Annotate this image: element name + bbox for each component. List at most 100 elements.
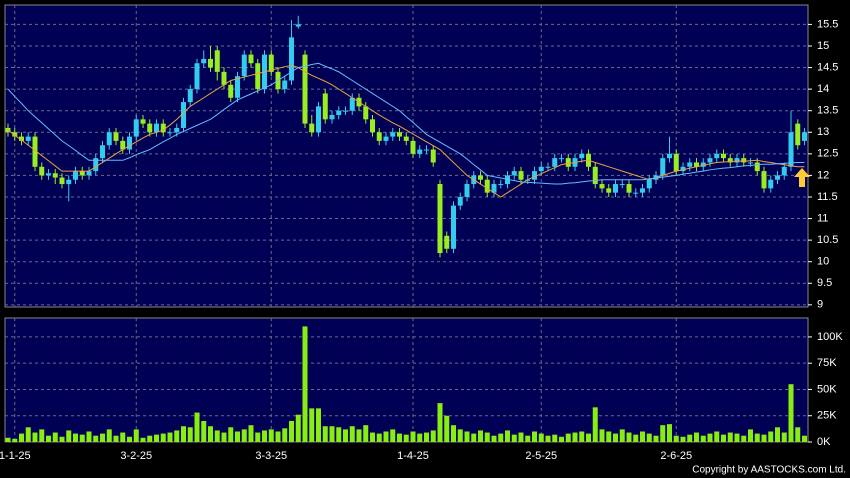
volume-bar <box>52 432 58 442</box>
volume-bar <box>275 431 281 442</box>
candle-body <box>235 76 240 98</box>
volume-bar <box>424 432 429 442</box>
volume-bar <box>86 431 92 442</box>
candle-body <box>133 119 139 137</box>
y-tick-label: 13.5 <box>817 105 838 117</box>
volume-bar <box>39 429 45 442</box>
volume-bar <box>572 432 578 442</box>
candle-body <box>451 205 456 249</box>
candle-body <box>336 110 342 116</box>
candle-body <box>181 102 186 128</box>
volume-bar <box>289 420 294 442</box>
candle-body <box>417 149 423 154</box>
candle-body <box>322 93 328 120</box>
candle-body <box>592 166 598 185</box>
candle-body <box>761 171 767 189</box>
candle-body <box>511 171 517 176</box>
candle-body <box>403 136 409 141</box>
volume-bar <box>511 434 517 442</box>
volume-bar <box>748 429 753 442</box>
candle-body <box>437 184 443 254</box>
candle-body <box>93 158 99 172</box>
volume-bar <box>700 435 706 442</box>
volume-bar <box>626 432 632 442</box>
candle-body <box>19 136 24 141</box>
y-tick-label: 9.5 <box>817 277 832 289</box>
volume-bar <box>471 433 477 442</box>
candle-body <box>444 235 450 249</box>
candle-body <box>248 54 254 64</box>
volume-bar <box>322 426 328 442</box>
candle-body <box>754 162 760 172</box>
candle-body <box>289 37 294 81</box>
volume-bar <box>235 431 240 442</box>
volume-bar <box>376 433 382 442</box>
candle-body <box>518 171 524 180</box>
y-tick-label: 13 <box>817 126 829 138</box>
volume-bar <box>194 412 200 442</box>
volume-bar <box>228 427 234 442</box>
candle-body <box>707 158 713 163</box>
candle-body <box>532 171 537 180</box>
volume-bar <box>754 433 760 442</box>
volume-bar <box>430 430 436 442</box>
volume-bar <box>727 432 733 442</box>
candle-body <box>214 50 220 72</box>
candle-body <box>160 123 166 133</box>
volume-bar <box>370 432 375 442</box>
x-tick-label: 3-3-25 <box>255 450 287 462</box>
volume-bar <box>640 431 645 442</box>
candle-body <box>484 179 490 193</box>
candle-body <box>154 123 159 133</box>
candle-body <box>255 63 261 90</box>
candle-body <box>613 184 618 193</box>
volume-bar <box>403 434 409 442</box>
volume-bar <box>147 435 153 442</box>
volume-bar <box>120 432 126 442</box>
candle-body <box>52 173 58 178</box>
volume-bar <box>802 435 807 442</box>
volume-bar <box>201 420 207 442</box>
candle-body <box>187 89 193 103</box>
candle-body <box>194 63 200 90</box>
candle-body <box>390 132 396 137</box>
candle-body <box>599 184 605 189</box>
volume-bar <box>282 428 288 442</box>
candle-body <box>606 188 612 193</box>
volume-bar <box>619 429 625 442</box>
volume-bar <box>478 430 483 442</box>
volume-bar <box>262 430 267 442</box>
volume-bar <box>383 431 389 442</box>
volume-bar <box>66 430 72 442</box>
candle-body <box>714 153 720 159</box>
candle-body <box>768 179 774 189</box>
volume-bar <box>106 429 112 442</box>
volume-bar <box>363 425 369 442</box>
volume-bar <box>100 433 105 442</box>
candle-body <box>201 58 207 64</box>
volume-bar <box>12 438 18 442</box>
candle-body <box>694 162 699 167</box>
candle-body <box>383 136 389 141</box>
volume-bar <box>653 435 659 442</box>
candle-body <box>147 123 153 133</box>
volume-bar <box>491 435 497 442</box>
volume-bar <box>518 432 524 442</box>
volume-bar <box>93 435 99 442</box>
candle-body <box>545 166 551 168</box>
candle-body <box>79 171 85 176</box>
candle-body <box>748 162 753 164</box>
candle-body <box>208 58 213 68</box>
y-tick-label: 12.5 <box>817 148 838 160</box>
volume-bar <box>343 429 348 442</box>
volume-bar <box>505 430 510 442</box>
y-tick-label: 25K <box>817 410 837 422</box>
candle-body <box>741 158 747 163</box>
candle-body <box>59 177 65 185</box>
candle-body <box>552 158 558 167</box>
volume-bar <box>316 408 321 442</box>
candle-body <box>579 153 585 159</box>
candle-body <box>721 153 726 159</box>
y-tick-label: 11 <box>817 212 828 224</box>
